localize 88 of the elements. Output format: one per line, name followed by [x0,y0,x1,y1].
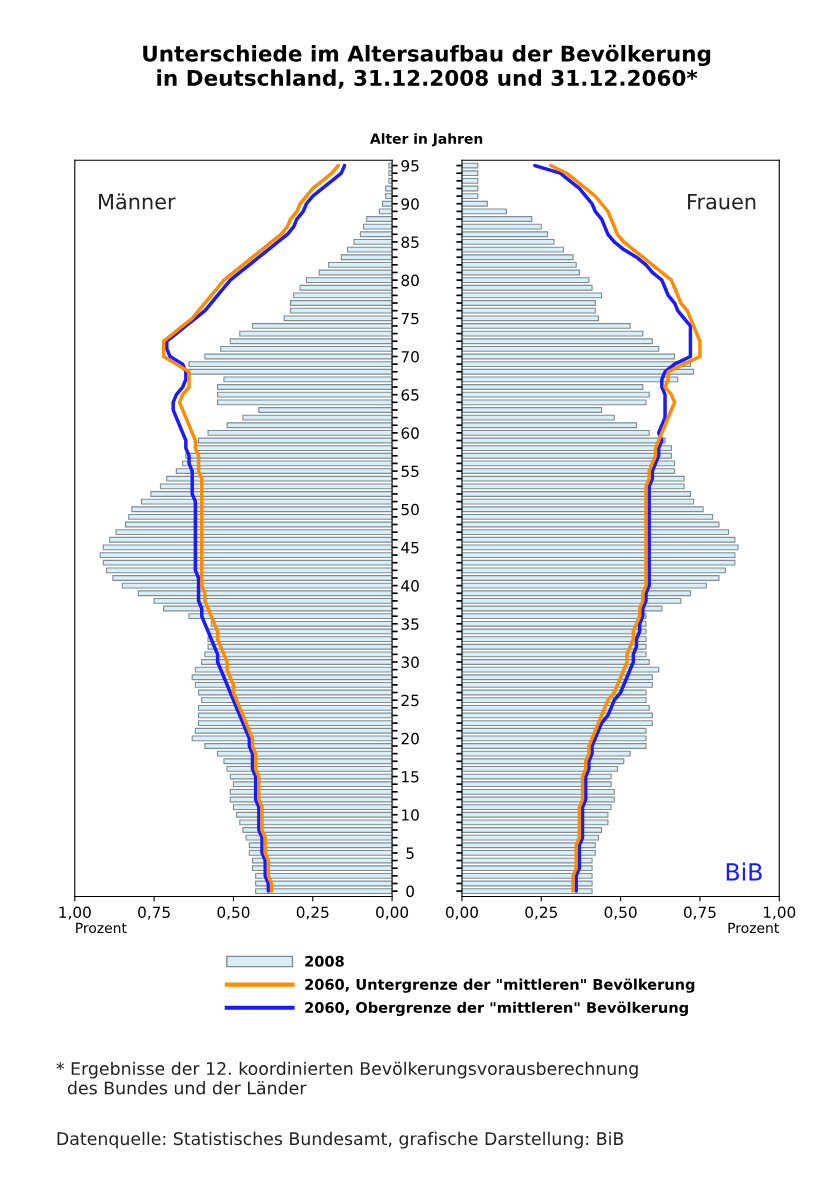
chart-title: Unterschiede im Altersaufbau der Bevölkerung in Deutschland, 31.12.2008 und 31.12.2060* [143,44,711,89]
y-tick-label: 35 [401,618,419,630]
y-tick-label: 40 [401,580,419,592]
bar [461,468,676,474]
bar [385,193,393,200]
x-tick-label: 0,75 [138,906,170,920]
bar [255,888,393,895]
bar [461,216,533,222]
bar [226,765,393,772]
legend-label: 2060, Obergrenze der "mittleren" Bevölkerung [305,1001,688,1016]
x-tick-label: 1,00 [59,906,91,920]
bar [248,850,393,856]
x-tick-label: 0,50 [217,906,250,920]
annotation: Männer [99,193,176,210]
text: * Ergebnisse der 12. koordinierten Bevölkerungsvorausberechnung des Bundes und der Länder [56,1061,638,1095]
bar [242,827,393,833]
bar [461,300,596,306]
y-axis-title: Alter in Jahren [370,133,483,147]
bar [207,636,393,642]
bar [461,659,650,665]
bar [461,827,603,833]
bar [305,277,393,284]
bar [204,743,393,749]
bar [461,384,644,390]
bar [461,323,631,329]
bar [461,552,736,558]
x-tick-label: 0,25 [525,906,557,920]
y-tick-label: 0 [406,885,414,898]
y-tick-label: 80 [401,274,419,287]
x-tick-label: 0,75 [683,906,716,920]
bar [366,216,393,222]
annotation: Frauen [688,193,756,210]
bar [201,659,393,665]
x-tick-label: 0,00 [376,906,409,920]
bar [461,575,720,581]
annotation: BiB [726,862,762,881]
y-tick-label: 75 [401,312,419,325]
y-tick-label: 70 [401,350,419,363]
y-tick-label: 90 [401,198,419,210]
bar [175,468,393,474]
x-axis-title: Prozent [728,922,779,934]
y-tick-label: 95 [401,160,419,172]
bar [194,681,393,688]
y-tick-label: 20 [401,732,419,745]
bar [251,323,393,329]
bar [461,277,590,284]
bar [461,720,653,727]
bar [99,552,393,558]
bar [461,804,612,811]
y-tick-label: 10 [402,809,419,821]
y-tick-label: 85 [401,236,419,248]
bar [217,384,393,390]
x-tick-label: 0,50 [604,906,637,920]
bar [461,597,682,604]
legend-label: 2060, Untergrenze der "mittleren" Bevölkerung [305,978,695,993]
bar [461,888,593,895]
bar [461,407,603,413]
y-tick-label: 45 [401,542,419,554]
y-tick-label: 50 [401,503,419,516]
bar [461,850,596,856]
bar [461,193,479,200]
x-tick-label: 0,00 [445,906,478,920]
bar [461,765,618,772]
bar [461,239,555,245]
y-tick-label: 15 [402,771,419,783]
bar [197,720,393,727]
x-tick-label: 0,25 [296,906,329,920]
y-tick-label: 25 [401,694,419,707]
bar [112,575,393,581]
bar [353,239,393,245]
bar [461,491,691,497]
bar [461,681,653,688]
bar [150,491,393,497]
y-tick-label: 30 [401,656,419,669]
legend-label: 2008 [305,955,344,967]
bar [461,636,647,642]
bar [232,804,393,811]
text: Datenquelle: Statistisches Bundesamt, grafische Darstellung: BiB [57,1131,624,1149]
y-tick-label: 55 [401,465,419,478]
y-tick-label: 65 [401,389,419,401]
bar [290,300,393,306]
bar [461,743,647,749]
y-tick-label: 5 [406,847,414,859]
bar [153,597,393,604]
y-tick-label: 60 [401,427,419,439]
x-tick-label: 1,00 [763,906,796,920]
x-axis-title: Prozent [76,922,127,934]
bar [258,407,393,413]
